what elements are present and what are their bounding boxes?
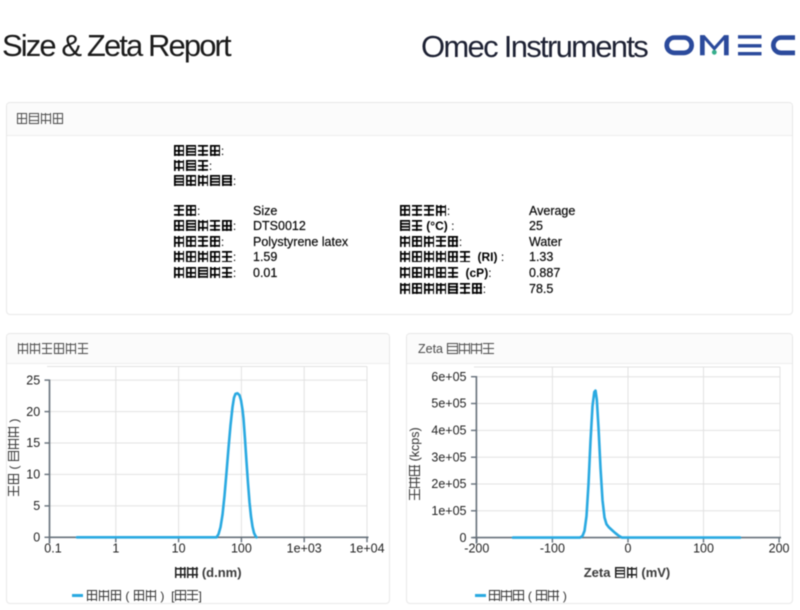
svg-text:200: 200 bbox=[769, 542, 790, 556]
svg-text:100: 100 bbox=[231, 542, 252, 556]
svg-text:5: 5 bbox=[33, 499, 40, 513]
svg-text:1e+04: 1e+04 bbox=[349, 542, 384, 556]
svg-text:0: 0 bbox=[625, 542, 632, 556]
svg-text:0: 0 bbox=[33, 531, 40, 545]
svg-text:1e+05: 1e+05 bbox=[431, 504, 466, 518]
svg-text:3e+05: 3e+05 bbox=[431, 450, 466, 464]
svg-text:100: 100 bbox=[693, 542, 714, 556]
svg-text:0.1: 0.1 bbox=[44, 542, 61, 556]
svg-text:25: 25 bbox=[26, 373, 40, 387]
svg-text:6e+05: 6e+05 bbox=[431, 370, 466, 384]
svg-text:4e+05: 4e+05 bbox=[431, 424, 466, 438]
svg-text:2e+05: 2e+05 bbox=[431, 477, 466, 491]
svg-text:1e+03: 1e+03 bbox=[287, 542, 322, 556]
svg-text:0: 0 bbox=[460, 531, 467, 545]
svg-text:20: 20 bbox=[26, 405, 40, 419]
svg-text:-100: -100 bbox=[540, 542, 565, 556]
svg-text:10: 10 bbox=[26, 468, 40, 482]
svg-text:-200: -200 bbox=[464, 542, 489, 556]
svg-text:10: 10 bbox=[172, 542, 186, 556]
svg-text:5e+05: 5e+05 bbox=[431, 397, 466, 411]
svg-text:1: 1 bbox=[112, 542, 119, 556]
svg-text:15: 15 bbox=[26, 436, 40, 450]
